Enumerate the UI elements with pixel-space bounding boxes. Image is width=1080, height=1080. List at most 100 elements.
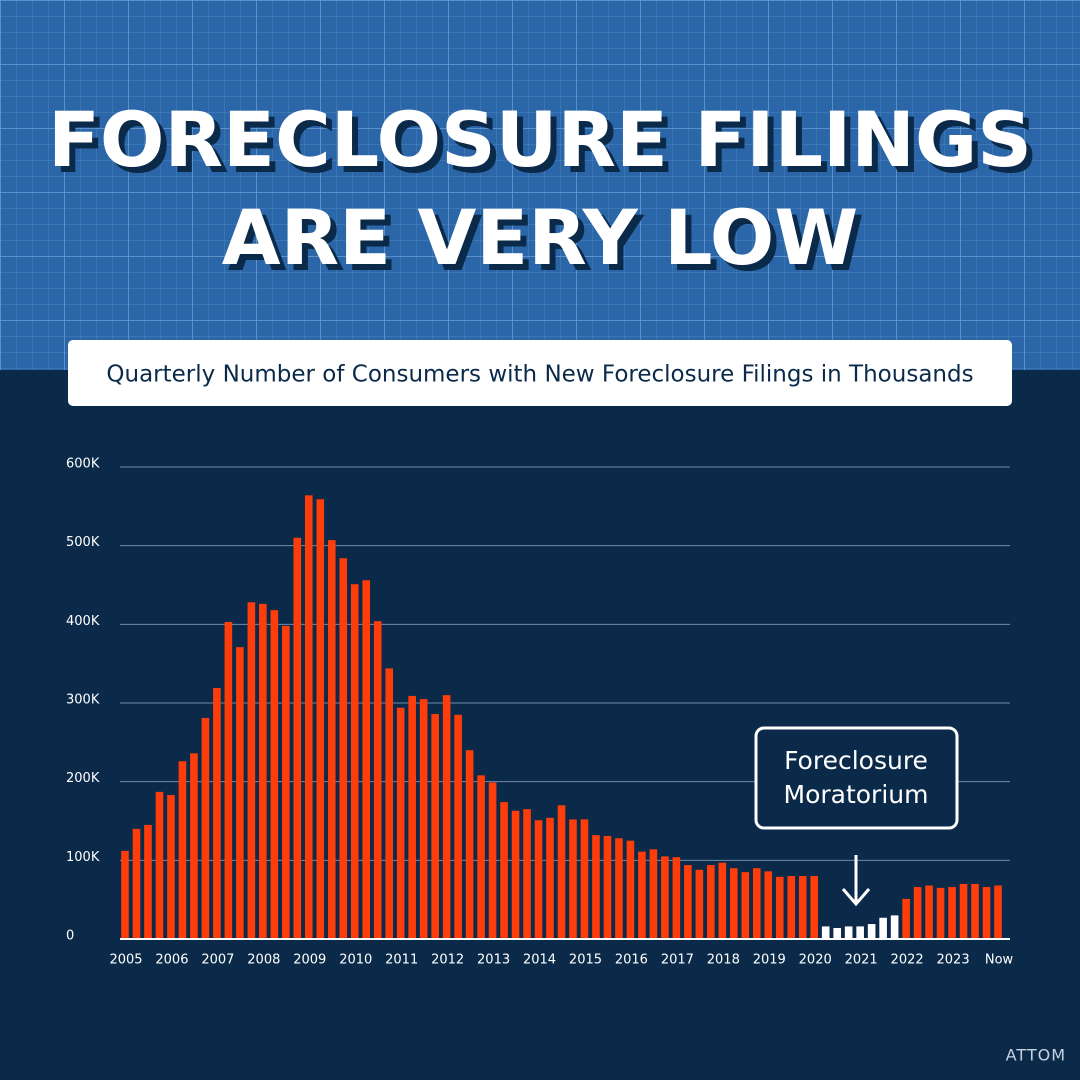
bar <box>718 862 727 939</box>
bar <box>913 887 922 939</box>
x-tick-label: 2010 <box>339 953 372 968</box>
bar <box>787 876 796 939</box>
bar <box>971 883 979 939</box>
bar <box>890 915 899 939</box>
bar <box>638 851 646 939</box>
x-tick-label: 2011 <box>385 953 418 968</box>
bar <box>615 838 623 939</box>
x-tick-label: 2022 <box>891 953 924 968</box>
bar <box>592 835 600 939</box>
x-tick-label: 2007 <box>201 953 234 968</box>
bar <box>707 865 715 939</box>
x-tick-label: 2014 <box>523 953 556 968</box>
bar <box>936 887 945 939</box>
source: ATTOM <box>1006 1046 1066 1065</box>
bar <box>201 717 210 939</box>
bar <box>775 876 784 939</box>
subtitle: Quarterly Number of Consumers with New F… <box>106 362 973 388</box>
x-tick-label: 2009 <box>293 953 326 968</box>
y-tick-label: 100K <box>66 850 100 865</box>
bar <box>385 668 393 939</box>
bar <box>454 714 462 939</box>
y-tick-label: 500K <box>66 535 100 550</box>
bar <box>477 775 485 939</box>
y-tick-label: 600K <box>66 457 100 472</box>
x-tick-label: 2008 <box>247 953 280 968</box>
x-tick-label: 2006 <box>155 953 188 968</box>
x-tick-label: 2023 <box>937 953 970 968</box>
bar <box>155 791 164 939</box>
bar <box>270 610 279 939</box>
bar <box>350 584 359 939</box>
y-tick-label: 200K <box>66 771 100 786</box>
header-grid <box>0 0 1080 370</box>
x-tick-label: Now <box>985 953 1014 968</box>
bar <box>557 805 566 939</box>
bar <box>534 820 543 939</box>
annotation: Moratorium <box>784 780 929 809</box>
bar <box>236 647 244 939</box>
bar <box>396 707 405 939</box>
bar <box>327 540 336 939</box>
annotation-arrow <box>841 855 871 907</box>
x-tick-label: 2018 <box>707 953 740 968</box>
bar <box>752 868 761 939</box>
bar <box>867 924 876 939</box>
bar <box>603 835 612 939</box>
x-tick-label: 2005 <box>109 953 142 968</box>
x-tick-label: 2017 <box>661 953 694 968</box>
body-bg <box>0 370 1080 1080</box>
annotation: Foreclosure <box>784 746 928 775</box>
bar <box>833 927 841 939</box>
bar <box>121 850 129 939</box>
bar <box>902 898 910 939</box>
bar <box>304 495 313 939</box>
bar <box>798 876 807 939</box>
bar <box>167 795 175 939</box>
bar <box>178 761 187 939</box>
x-tick-label: 2016 <box>615 953 648 968</box>
bar <box>741 872 750 939</box>
bar <box>282 625 290 939</box>
bar <box>948 887 956 939</box>
bar <box>764 871 773 939</box>
bar <box>546 817 554 939</box>
bar <box>982 887 991 939</box>
y-tick-label: 0 <box>66 929 74 944</box>
bar <box>362 580 371 939</box>
y-tick-label: 300K <box>66 693 100 708</box>
bar <box>730 868 738 939</box>
bar <box>810 876 819 939</box>
bar <box>465 750 474 939</box>
x-tick-label: 2015 <box>569 953 602 968</box>
annotation-box <box>754 726 959 830</box>
x-tick-label: 2021 <box>845 953 878 968</box>
bar <box>821 926 830 939</box>
bar <box>419 699 428 939</box>
plot: 0 100K 200K 300K 400K 500K 600K 2005 2006 2007 200… <box>66 457 1014 968</box>
bar <box>661 856 669 939</box>
bar <box>247 602 256 939</box>
x-tick-label: 2019 <box>753 953 786 968</box>
bar <box>695 869 704 939</box>
bar <box>511 810 520 939</box>
bar <box>649 849 658 939</box>
bar <box>224 621 233 939</box>
bar <box>684 865 692 939</box>
bar <box>879 917 887 939</box>
bar <box>190 753 198 939</box>
bar <box>259 603 267 939</box>
bar <box>373 621 382 939</box>
bar <box>144 824 152 939</box>
bar <box>672 857 681 939</box>
bar <box>626 840 635 939</box>
bar <box>856 926 864 939</box>
subtitle-box <box>68 340 1012 406</box>
bar <box>500 802 508 939</box>
bar <box>316 499 325 939</box>
bar <box>523 809 531 939</box>
bar <box>431 714 439 939</box>
bar <box>844 926 853 939</box>
bar <box>959 883 968 939</box>
